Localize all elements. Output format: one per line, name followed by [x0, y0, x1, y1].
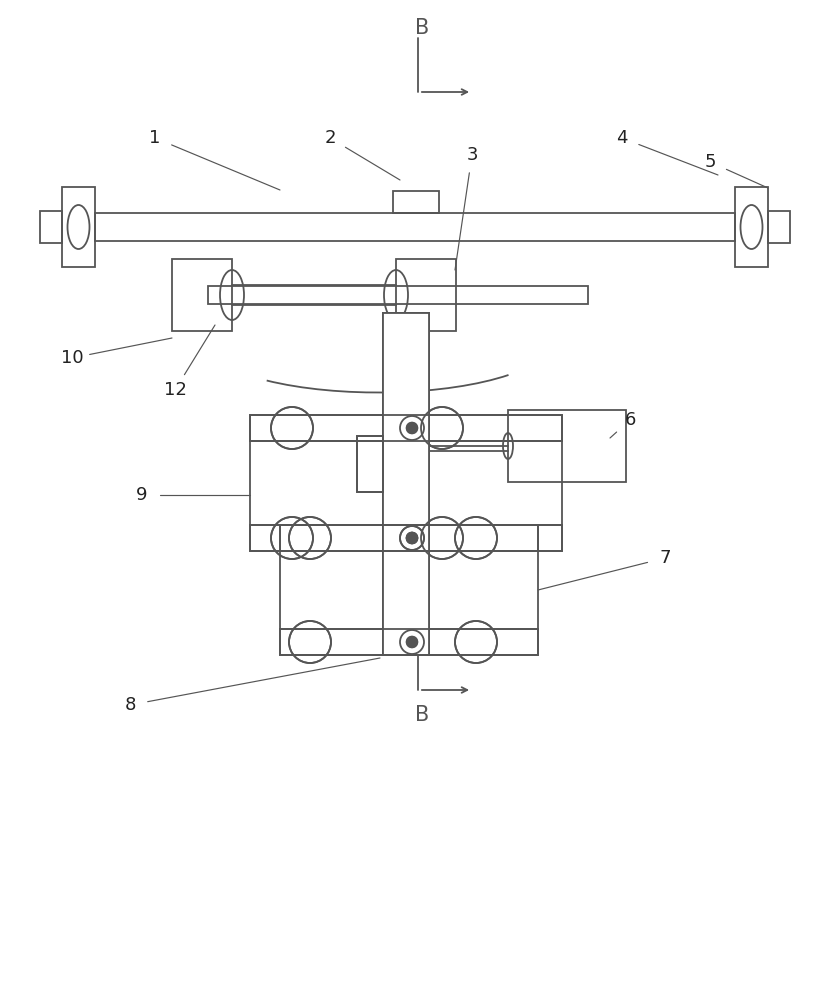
Bar — [250, 525, 562, 551]
Text: 5: 5 — [704, 153, 716, 171]
Bar — [250, 415, 562, 441]
Text: 8: 8 — [125, 696, 135, 714]
Circle shape — [406, 422, 417, 434]
Bar — [250, 415, 562, 441]
Bar — [396, 259, 456, 331]
Bar — [383, 313, 429, 655]
Text: 2: 2 — [324, 129, 336, 147]
Text: 6: 6 — [624, 411, 635, 429]
Bar — [357, 436, 383, 492]
Circle shape — [406, 532, 417, 544]
Bar — [768, 211, 790, 243]
Bar — [393, 191, 439, 213]
Text: 10: 10 — [61, 349, 84, 367]
Text: B: B — [415, 18, 429, 38]
Bar — [208, 286, 588, 304]
Bar — [357, 436, 383, 492]
Text: 12: 12 — [164, 381, 186, 399]
Text: 1: 1 — [150, 129, 161, 147]
Circle shape — [406, 532, 417, 544]
Text: 7: 7 — [660, 549, 670, 567]
Bar — [383, 313, 429, 655]
Text: 9: 9 — [136, 486, 148, 504]
Bar — [250, 525, 562, 551]
Circle shape — [406, 532, 417, 544]
Bar — [735, 187, 768, 267]
Bar — [280, 629, 538, 655]
Circle shape — [406, 637, 417, 648]
Bar — [62, 187, 95, 267]
Bar — [40, 211, 62, 243]
Circle shape — [406, 422, 417, 434]
Text: 4: 4 — [616, 129, 628, 147]
Bar — [280, 525, 538, 551]
Bar — [280, 525, 538, 551]
Bar — [172, 259, 232, 331]
Bar — [95, 213, 735, 241]
Text: 3: 3 — [466, 146, 477, 164]
Circle shape — [406, 637, 417, 648]
Circle shape — [406, 532, 417, 544]
Bar — [383, 313, 429, 655]
Text: B: B — [415, 705, 429, 725]
Bar — [508, 410, 626, 482]
Bar — [280, 629, 538, 655]
